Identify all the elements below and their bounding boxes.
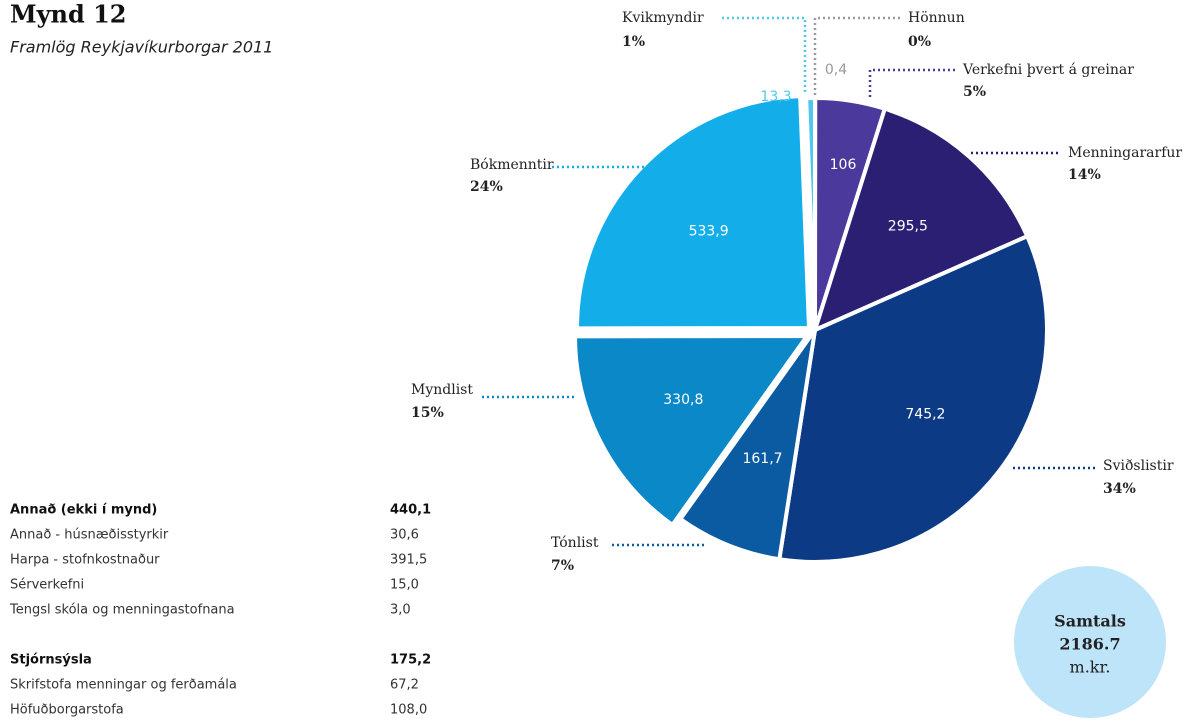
table-row-value: 108,0 [390, 703, 427, 718]
leader-line [868, 68, 955, 98]
pie-slice [572, 333, 811, 528]
total-value: 2186.7 [1059, 635, 1120, 654]
table-row-value: 391,5 [390, 553, 427, 568]
pie-slice [804, 95, 817, 331]
category-label: Bókmenntir [470, 157, 554, 173]
share-label: 5% [963, 84, 986, 100]
category-label: Kvikmyndir [622, 10, 704, 26]
table-row-label: Sérverkefni [10, 578, 84, 593]
table-row-label: Höfuðborgarstofa [10, 703, 124, 718]
slice-value-label: 533,9 [689, 224, 729, 240]
total-label: Samtals [1054, 612, 1126, 631]
slice-value-label: 13,3 [760, 89, 791, 105]
share-label: 7% [551, 558, 574, 574]
leader-line [813, 16, 900, 95]
category-label: Menningararfur [1068, 145, 1182, 161]
pie-slice [677, 328, 817, 562]
table-heading-value: 440,1 [390, 503, 431, 518]
table-row-label: Annað - húsnæðisstyrkir [10, 528, 169, 543]
category-label: Verkefni þvert á greinar [962, 62, 1134, 78]
slice-value-label: 745,2 [905, 407, 945, 423]
table-row-label: Tengsl skóla og menningastofnana [9, 603, 235, 618]
share-label: 0% [908, 34, 931, 50]
total-unit: m.kr. [1070, 658, 1111, 677]
table-heading: Stjórnsýsla [10, 653, 92, 668]
table-heading: Annað (ekki í mynd) [10, 503, 157, 518]
category-label: Tónlist [551, 535, 599, 551]
table-row-value: 3,0 [390, 603, 411, 618]
slice-value-label: 0,4 [825, 62, 847, 78]
category-label: Sviðslistir [1103, 458, 1174, 474]
table-heading-value: 175,2 [390, 653, 431, 668]
pie-slice [777, 233, 1049, 564]
table-row-value: 15,0 [390, 578, 419, 593]
category-label: Hönnun [908, 10, 965, 26]
total-badge [1014, 566, 1166, 718]
share-label: 24% [470, 179, 503, 195]
slice-value-label: 330,8 [663, 392, 703, 408]
pie-slice [574, 94, 812, 331]
share-label: 15% [411, 405, 444, 421]
leader-line [722, 16, 807, 95]
share-label: 14% [1068, 167, 1101, 183]
table-row-value: 67,2 [390, 678, 419, 693]
table-row-label: Skrifstofa menningar og ferðamála [10, 678, 237, 693]
chart-title: Mynd 12 [10, 0, 127, 29]
slice-value-label: 161,7 [742, 451, 782, 467]
slice-value-label: 106 [830, 157, 857, 173]
chart-subtitle: Framlög Reykjavíkurborgar 2011 [10, 38, 273, 57]
share-label: 1% [622, 34, 645, 50]
table-row-value: 30,6 [390, 528, 419, 543]
slice-value-label: 295,5 [888, 218, 928, 234]
share-label: 34% [1103, 481, 1136, 497]
table-row-label: Harpa - stofnkostnaður [10, 553, 160, 568]
pie-slice [811, 106, 1030, 334]
category-label: Myndlist [411, 382, 473, 398]
